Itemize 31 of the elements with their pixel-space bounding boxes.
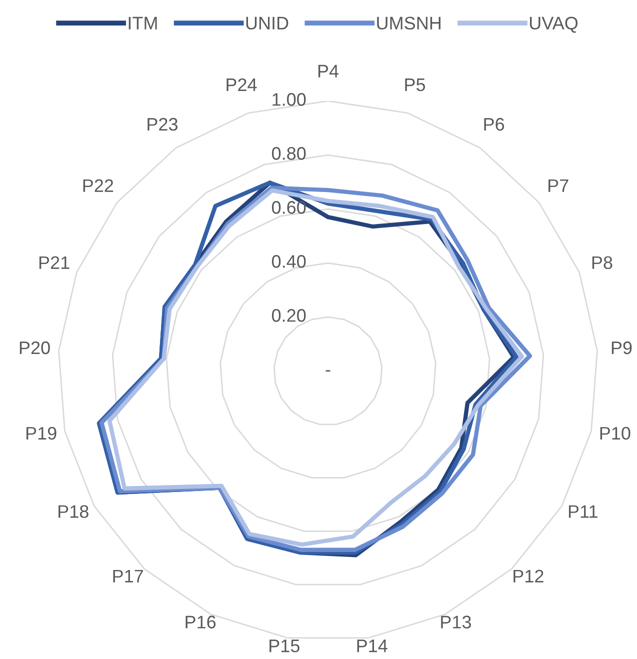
spoke-label: P5 [405, 78, 426, 92]
spoke-label: P15 [270, 640, 300, 652]
spoke-label: P10 [600, 426, 630, 440]
legend-label: UNID [246, 16, 288, 30]
legend-label: ITM [128, 16, 157, 30]
y-tick-label: 0.80 [272, 147, 306, 160]
spoke-label: P6 [484, 118, 504, 131]
spoke-label: P22 [83, 179, 114, 192]
spoke-label: P8 [592, 256, 612, 270]
legend-label: UMSNH [377, 16, 440, 30]
y-tick-label: 0.60 [272, 201, 306, 214]
spoke-label: P19 [26, 426, 56, 440]
spoke-label: P23 [148, 118, 178, 131]
spoke-label: P9 [612, 341, 632, 354]
spoke-label: P14 [357, 640, 388, 652]
spoke-label: P16 [186, 616, 216, 628]
spoke-label: P17 [113, 570, 143, 582]
y-tick-label: - [326, 370, 330, 372]
spoke-label: P4 [318, 64, 339, 78]
spoke-label: P11 [568, 505, 598, 518]
y-tick-label: 0.20 [272, 309, 306, 322]
spoke-label: P12 [514, 570, 544, 582]
spoke-label: P7 [548, 179, 568, 192]
spoke-label: P21 [39, 256, 70, 269]
spoke-label: P24 [226, 78, 257, 91]
y-tick-label: 0.40 [272, 255, 306, 268]
legend-label: UVAQ [530, 16, 578, 33]
y-tick-label: 1.00 [272, 93, 306, 106]
spoke-label: P20 [20, 341, 50, 354]
spoke-label: P18 [58, 505, 88, 518]
spoke-label: P13 [441, 616, 471, 628]
